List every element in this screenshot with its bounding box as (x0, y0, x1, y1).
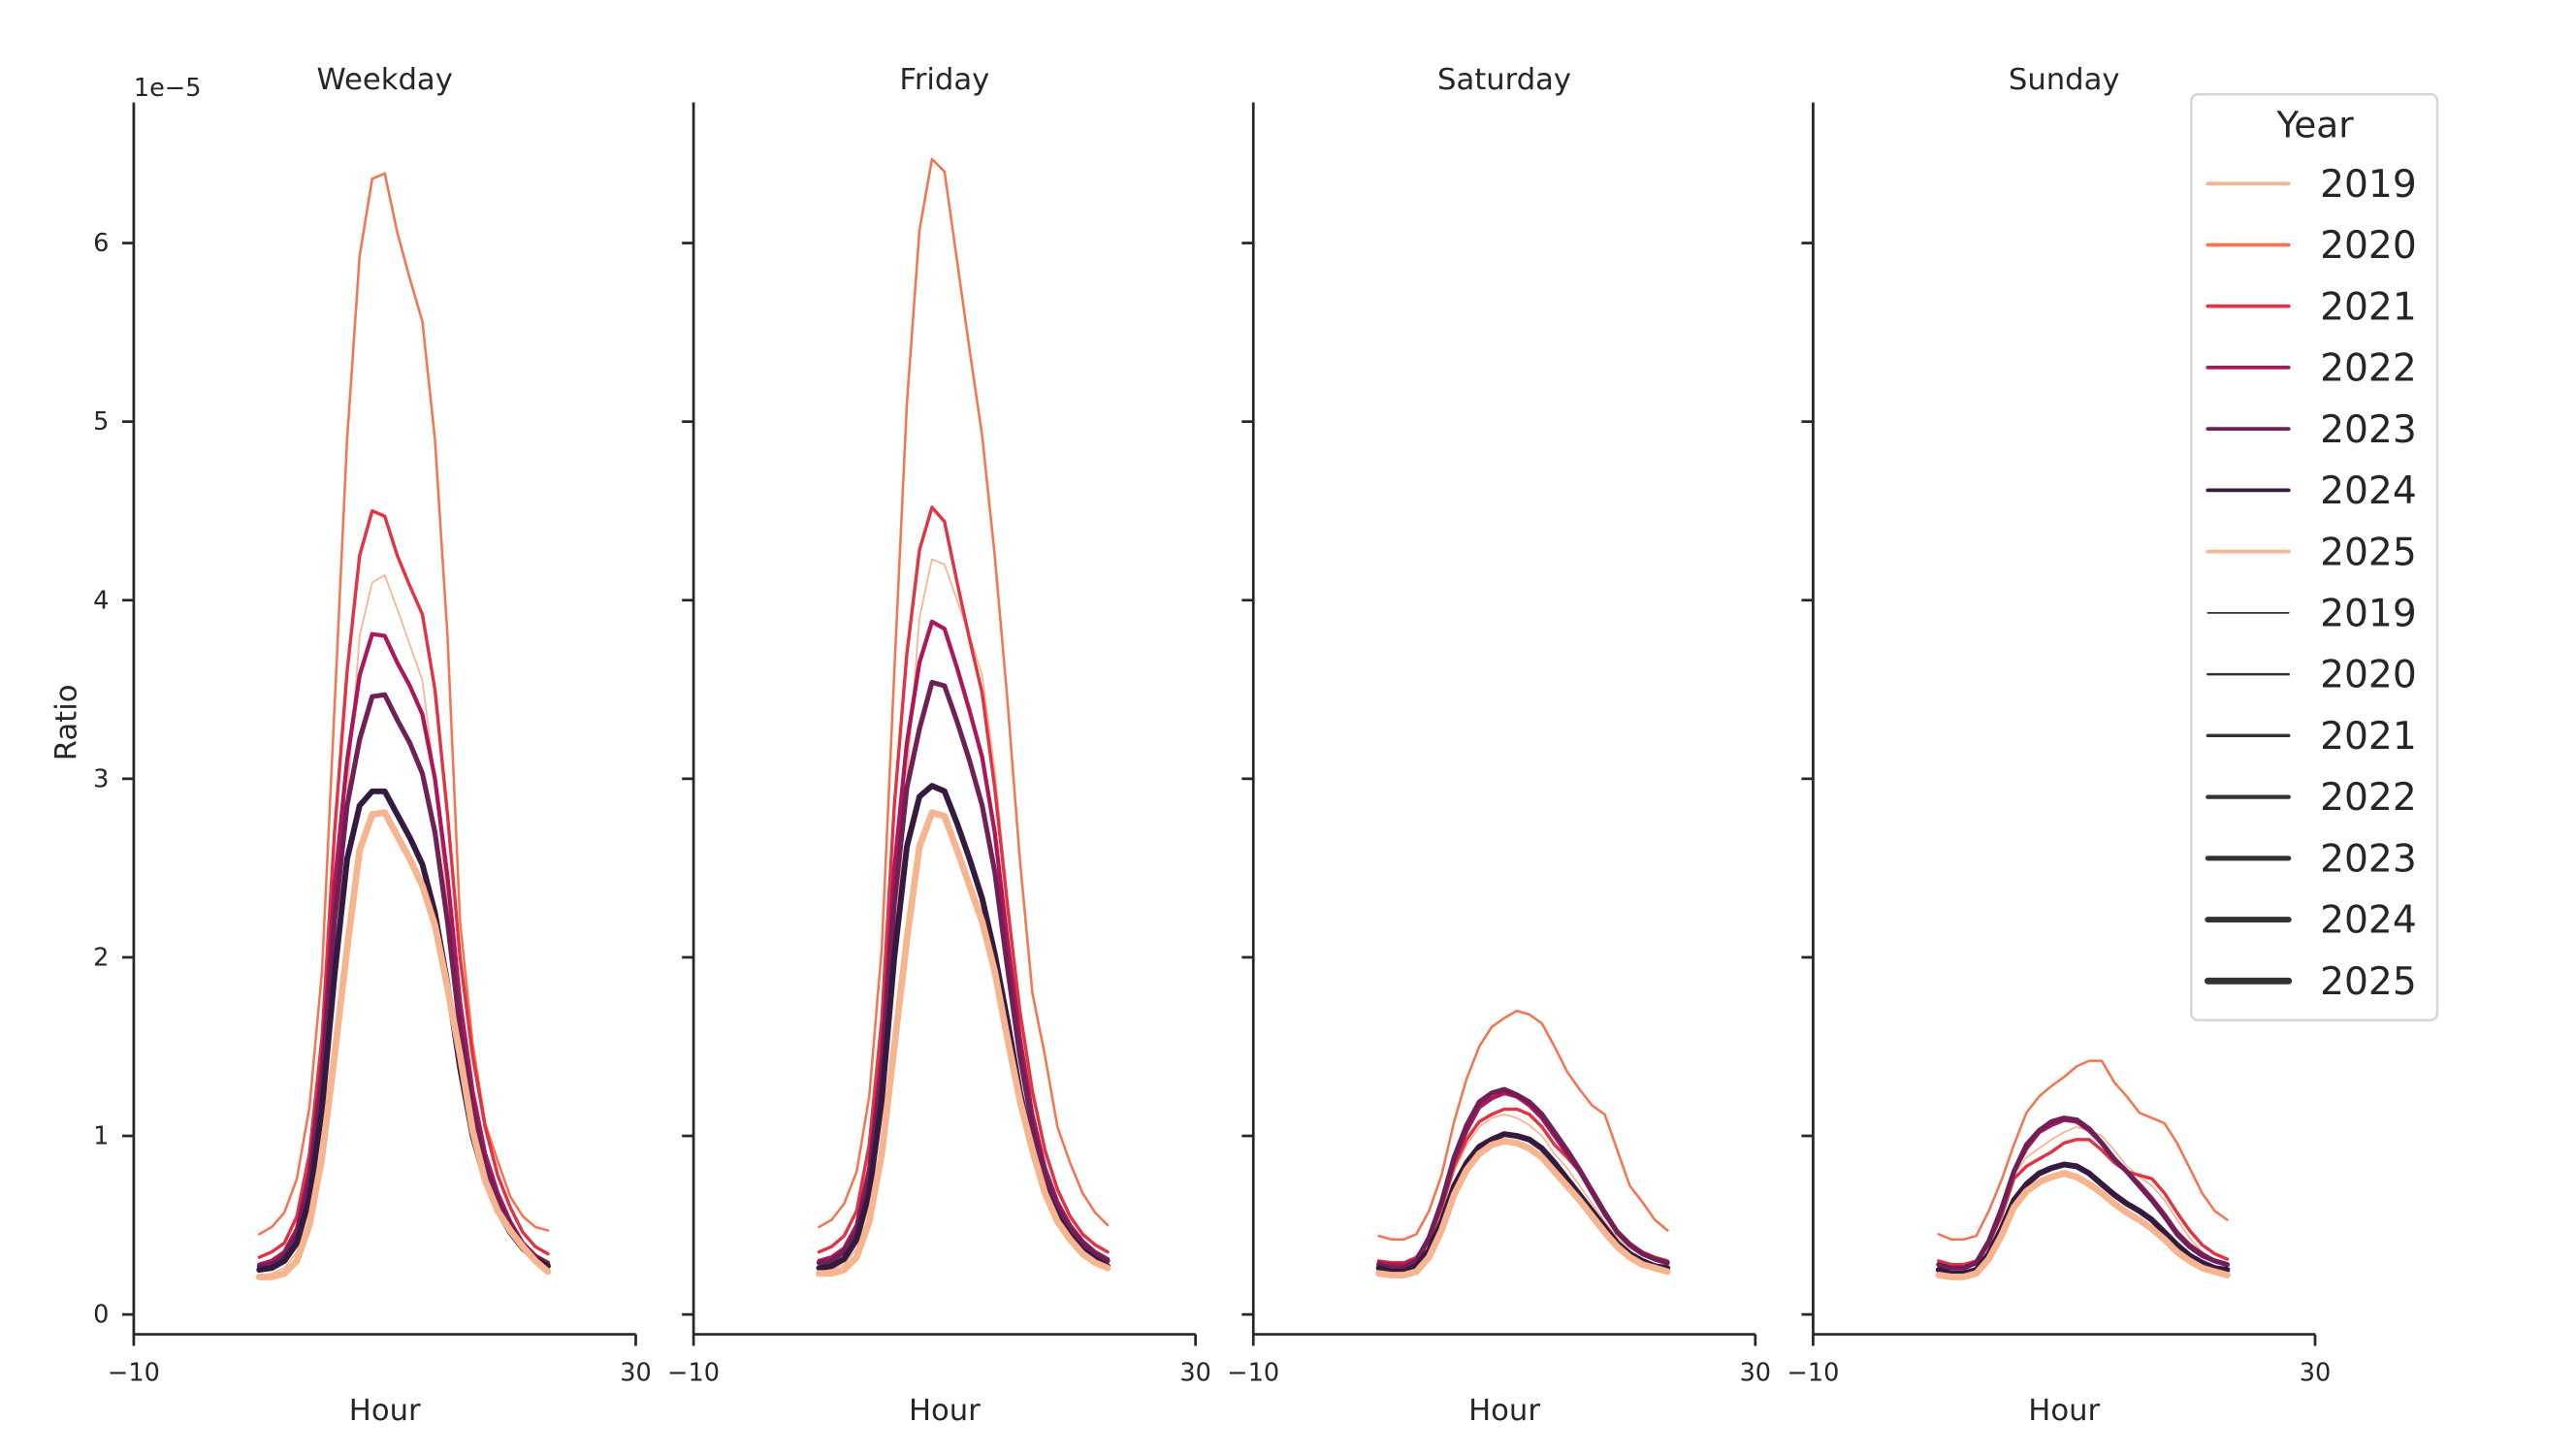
panel-title: Sunday (2009, 63, 2120, 97)
x-tick-label: 30 (1179, 1358, 1210, 1387)
legend-entry: 2022 (2206, 776, 2417, 820)
y-offset-text: 1e−5 (134, 74, 202, 103)
y-tick-label: 5 (93, 407, 109, 436)
legend-entry: 2023 (2205, 837, 2417, 881)
y-axis-label: Ratio (49, 685, 83, 761)
series-line-2025 (1375, 1138, 1671, 1278)
series-line-2022 (1936, 1117, 2230, 1271)
series-line-2025 (255, 809, 552, 1280)
legend-entry: 2024 (2206, 469, 2417, 513)
series-line-2023 (1376, 1086, 1670, 1271)
y-tick-label: 6 (93, 229, 109, 258)
series-line-2019 (818, 558, 1109, 1273)
x-tick-label: −10 (667, 1358, 720, 1387)
legend-entry: 2019 (2206, 592, 2417, 636)
series-line-2021 (257, 509, 550, 1259)
x-tick-label: −10 (108, 1358, 160, 1387)
legend-label: 2019 (2320, 163, 2417, 207)
panel-title: Saturday (1437, 63, 1571, 97)
legend-title: Year (2275, 103, 2354, 146)
legend-label: 2021 (2320, 285, 2417, 329)
x-tick-label: −10 (1787, 1358, 1839, 1387)
legend-label: 2021 (2320, 715, 2417, 759)
legend-label: 2020 (2320, 654, 2417, 697)
legend-label: 2025 (2320, 531, 2417, 574)
legend-entry: 2020 (2206, 654, 2417, 697)
panel-weekday: Weekday 0 1 2 3 4 5 6 −10 30 Hour (93, 63, 652, 1428)
legend-box (2190, 92, 2439, 1021)
legend-label: 2023 (2320, 837, 2417, 881)
series-line-2023 (256, 692, 551, 1269)
panel-sunday: Sunday −10 30 Hour (1787, 63, 2331, 1428)
series-line-2019 (258, 574, 549, 1277)
legend-label: 2019 (2320, 592, 2417, 635)
x-tick-label: 30 (620, 1358, 651, 1387)
y-tick-label: 2 (93, 943, 109, 972)
x-axis-label: Hour (349, 1394, 421, 1428)
x-tick-label: 30 (1740, 1358, 1771, 1387)
legend-label: 2024 (2320, 899, 2417, 943)
panel-friday: Friday −10 30 Hour (667, 63, 1211, 1428)
legend: Year 2019 2020 2021 2022 2023 2024 2025 2019 202… (2190, 92, 2439, 1021)
x-axis-label: Hour (909, 1394, 981, 1428)
y-tick-label: 1 (93, 1122, 109, 1151)
x-tick-label: 30 (2300, 1358, 2331, 1387)
legend-label: 2022 (2320, 347, 2417, 391)
series-line-2025 (816, 809, 1111, 1277)
legend-entry: 2023 (2206, 408, 2417, 452)
legend-label: 2022 (2320, 776, 2417, 820)
legend-entry: 2025 (2204, 960, 2417, 1004)
series-line-2020 (1377, 1009, 1669, 1242)
series-line-2020 (1937, 1059, 2229, 1242)
legend-label: 2025 (2320, 960, 2417, 1004)
legend-entry: 2021 (2206, 285, 2417, 329)
legend-entry: 2024 (2205, 899, 2417, 943)
series-line-2022 (817, 619, 1111, 1264)
y-tick-label: 4 (93, 586, 109, 615)
panel-title: Weekday (317, 63, 453, 97)
series-line-2023 (1936, 1116, 2230, 1271)
panel-title: Friday (899, 63, 989, 97)
y-tick-label: 3 (93, 764, 109, 793)
legend-label: 2023 (2320, 408, 2417, 452)
legend-entry: 2021 (2206, 715, 2417, 759)
legend-label: 2020 (2320, 224, 2417, 268)
legend-entry: 2020 (2206, 224, 2417, 268)
legend-label: 2024 (2320, 469, 2417, 513)
series-line-2020 (818, 157, 1110, 1229)
legend-entry: 2019 (2206, 163, 2417, 207)
x-axis-label: Hour (2028, 1394, 2100, 1428)
series-line-2020 (258, 172, 550, 1236)
series-line-2021 (817, 505, 1110, 1254)
series-line-2023 (816, 679, 1111, 1266)
legend-entry: 2022 (2206, 347, 2417, 391)
x-axis-label: Hour (1468, 1394, 1540, 1428)
legend-entry: 2025 (2206, 531, 2417, 574)
series-line-2025 (1935, 1170, 2231, 1280)
y-tick-label: 0 (93, 1301, 109, 1330)
x-tick-label: −10 (1227, 1358, 1279, 1387)
panel-saturday: Saturday −10 30 Hour (1227, 63, 1771, 1428)
series-line-2019 (1937, 1125, 2229, 1270)
